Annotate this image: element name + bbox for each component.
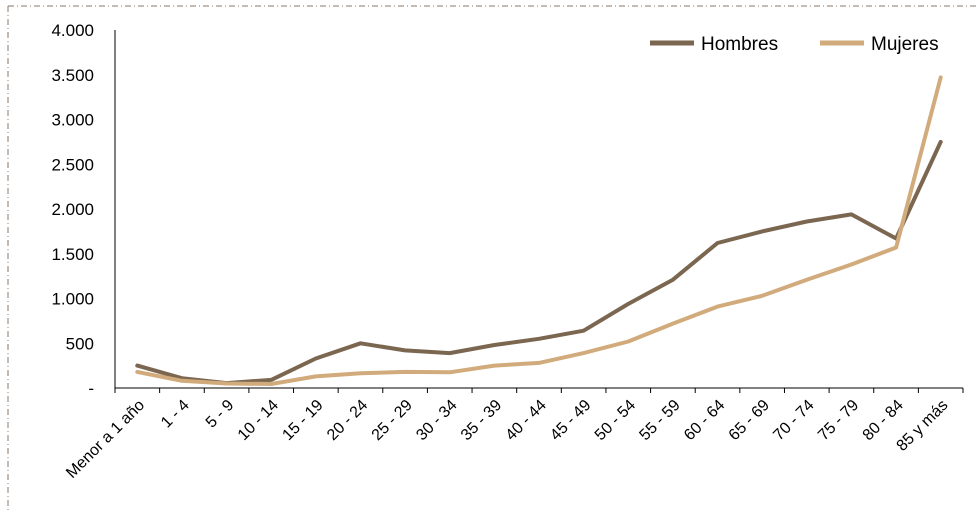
legend-label-mujeres: Mujeres: [871, 34, 939, 55]
x-tick-label: 35 - 39: [458, 397, 505, 444]
y-tick-label: 1.000: [51, 290, 94, 309]
x-tick-label: 60 - 64: [681, 397, 728, 444]
y-tick-label: 3.000: [51, 111, 94, 130]
x-tick-label: 5 - 9: [203, 397, 238, 432]
x-tick-label: 10 - 14: [235, 397, 282, 444]
y-tick-label: 500: [66, 334, 94, 353]
x-tick-label: 75 - 79: [815, 397, 862, 444]
series-lines: [135, 75, 943, 386]
x-tick-marks: [114, 388, 964, 393]
y-tick-labels: - 500 1.000 1.500 2.000 2.500 3.000 3.500 4.000: [51, 21, 94, 398]
x-tick-label: 70 - 74: [770, 397, 817, 444]
y-tick-label: 3.500: [51, 66, 94, 85]
x-tick-label: 40 - 44: [503, 397, 550, 444]
x-tick-label: 55 - 59: [636, 397, 683, 444]
y-tick-label: 2.500: [51, 155, 94, 174]
series-line-hombres: [135, 139, 943, 386]
y-tick-label: -: [88, 379, 94, 398]
x-tick-label: 25 - 29: [369, 397, 416, 444]
legend-label-hombres: Hombres: [701, 34, 778, 55]
y-tick-label: 4.000: [51, 21, 94, 40]
x-tick-label: 65 - 69: [726, 397, 773, 444]
y-tick-label: 1.500: [51, 245, 94, 264]
x-tick-label: 45 - 49: [547, 397, 594, 444]
y-tick-label: 2.000: [51, 200, 94, 219]
series-line-mujeres: [135, 75, 943, 386]
legend: Hombres Mujeres: [650, 34, 939, 55]
x-tick-label: 15 - 19: [279, 397, 326, 444]
x-tick-label: 1 - 4: [158, 397, 193, 432]
x-tick-label: Menor a 1 año: [63, 397, 148, 482]
x-tick-label: 50 - 54: [592, 397, 639, 444]
x-tick-label: 30 - 34: [413, 397, 460, 444]
x-tick-label: 20 - 24: [324, 397, 371, 444]
